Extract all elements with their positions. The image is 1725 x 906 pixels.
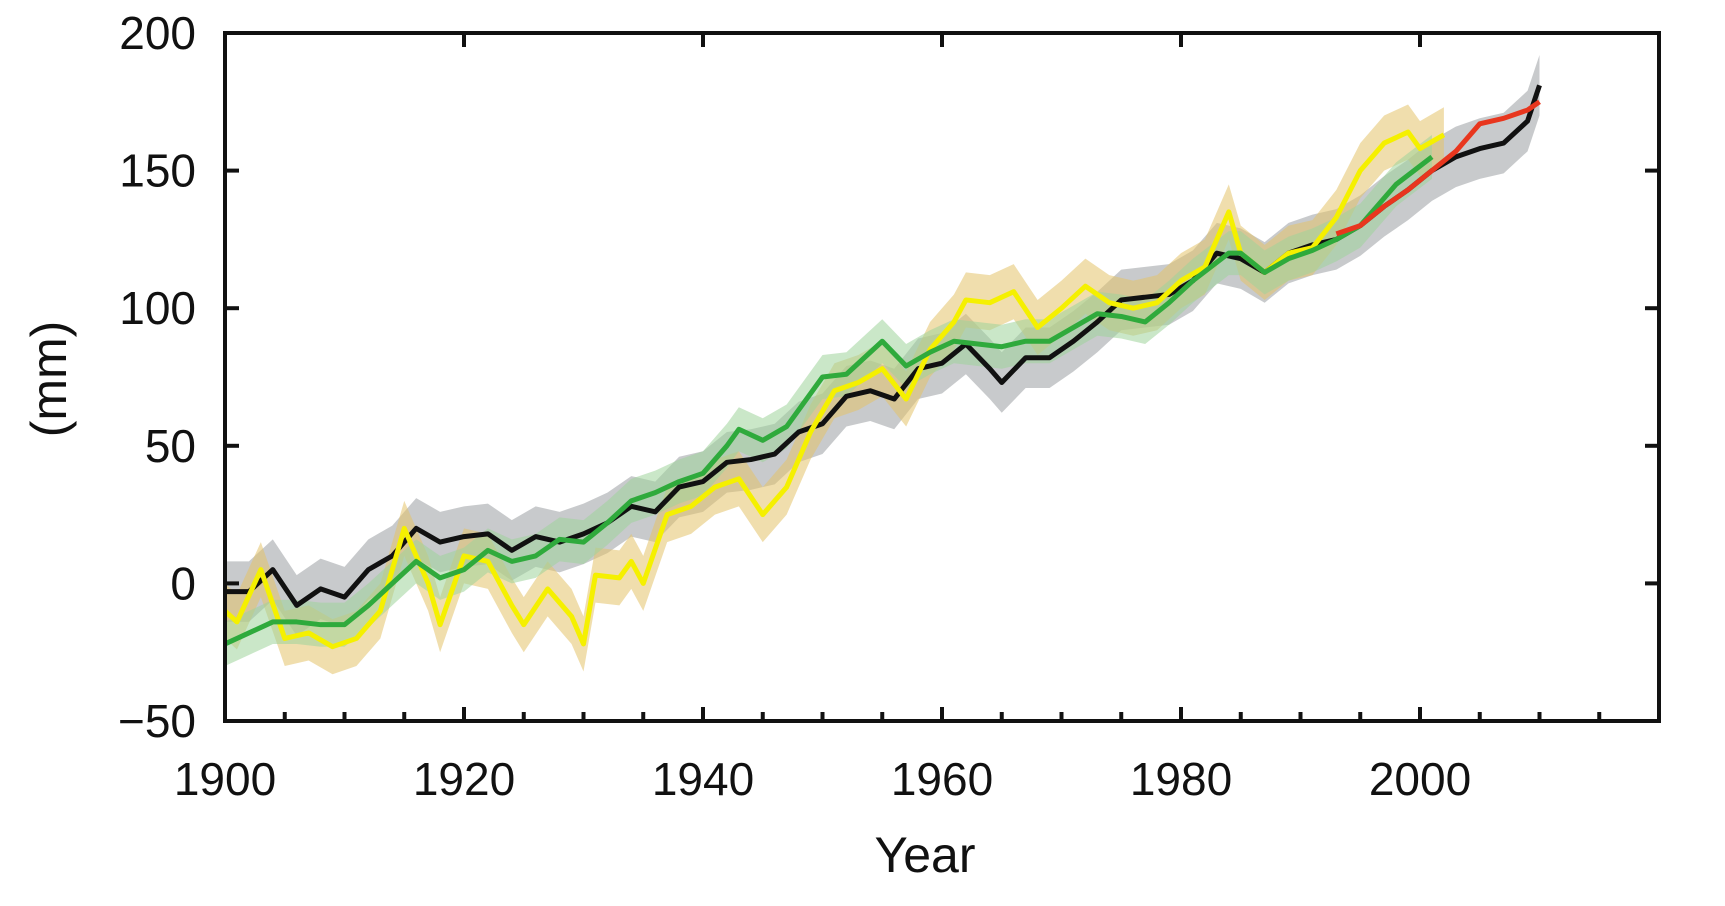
band-green (225, 134, 1432, 666)
y-axis-label: (mm) (21, 321, 77, 438)
y-tick-label: 100 (119, 282, 196, 334)
y-tick-labels: −50 0 50 100 150 200 (118, 7, 196, 747)
band-black (225, 55, 1540, 636)
line-yellow (223, 129, 1446, 650)
x-tick-label: 1960 (891, 753, 993, 805)
x-axis-label: Year (874, 827, 975, 883)
x-tick-label: 1920 (413, 753, 515, 805)
axis-ticks (225, 33, 1659, 721)
series-lines (223, 84, 1542, 650)
y-tick-label: 200 (119, 7, 196, 59)
y-tick-label: 150 (119, 145, 196, 197)
y-tick-label: 0 (170, 557, 196, 609)
line-green (223, 154, 1434, 647)
y-tick-label: −50 (118, 695, 196, 747)
x-tick-label: 1980 (1130, 753, 1232, 805)
x-tick-labels: 1900 1920 1940 1960 1980 2000 (174, 753, 1471, 805)
uncertainty-bands (225, 55, 1540, 675)
y-tick-label: 50 (145, 420, 196, 472)
x-tick-label: 2000 (1369, 753, 1471, 805)
x-tick-label: 1900 (174, 753, 276, 805)
x-tick-label: 1940 (652, 753, 754, 805)
line-red (1335, 99, 1541, 237)
